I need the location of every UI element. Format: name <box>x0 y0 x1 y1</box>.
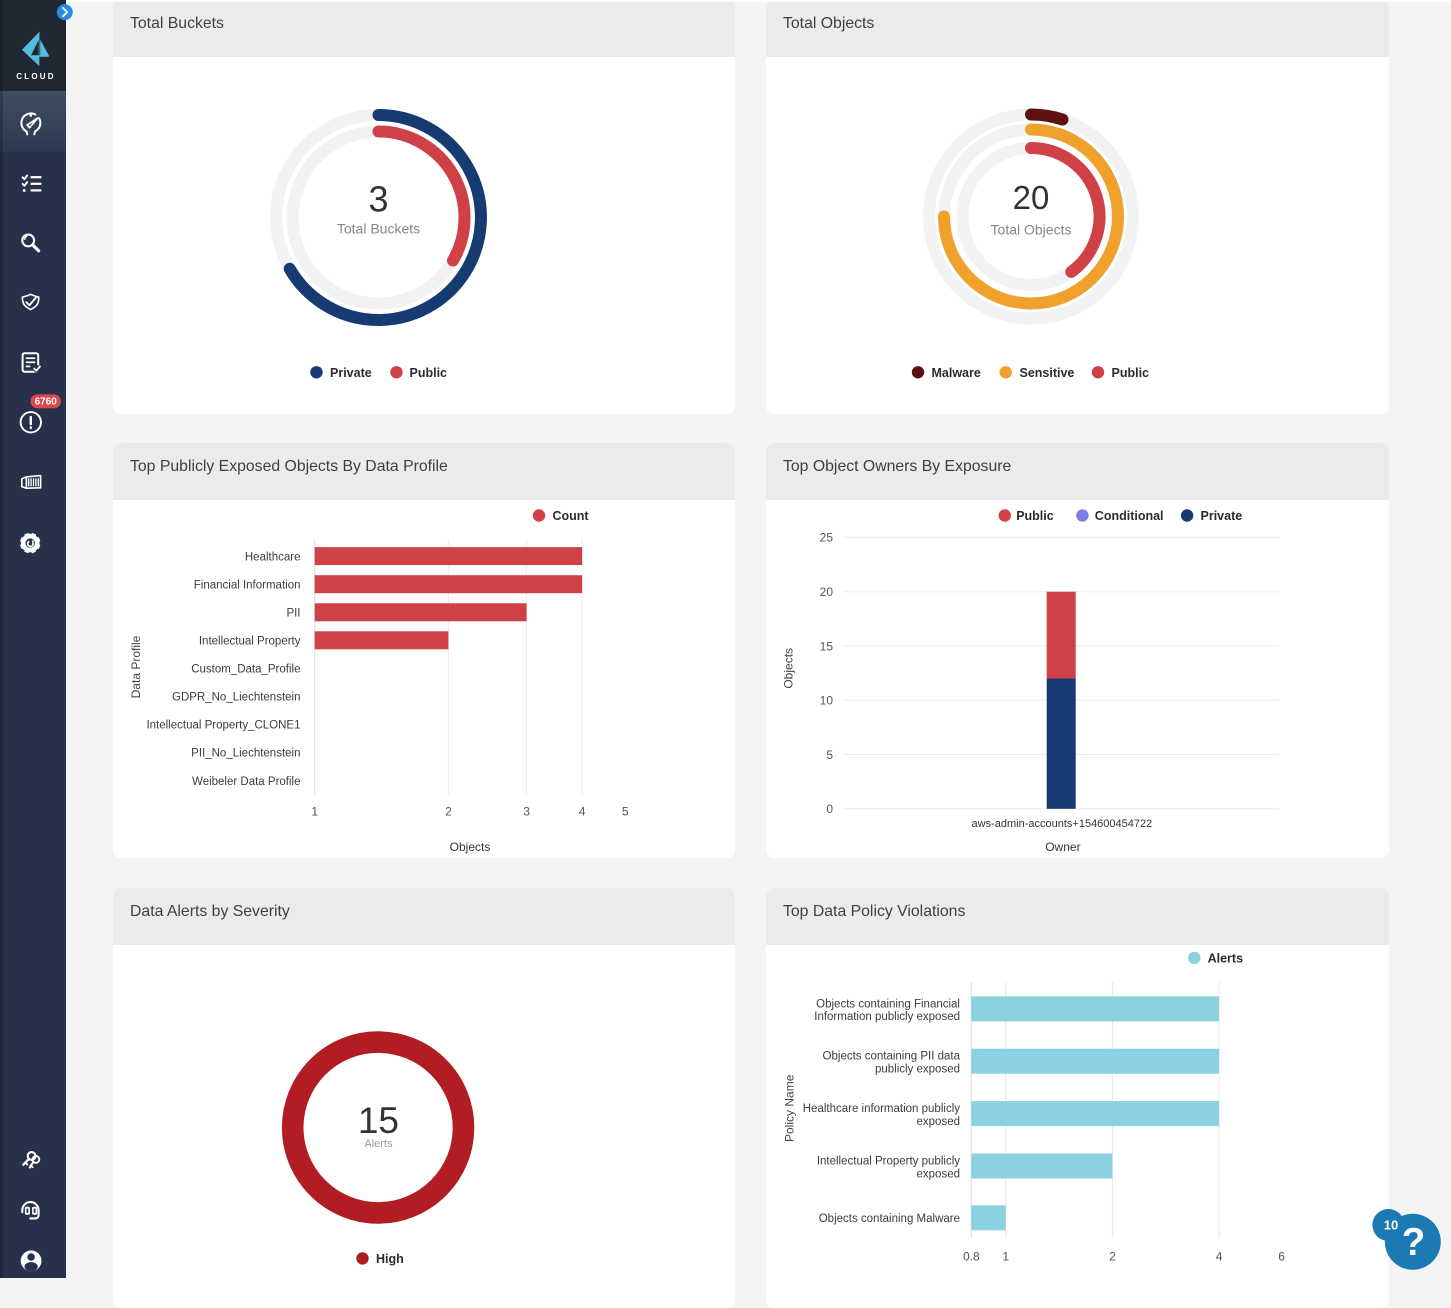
svg-text:15: 15 <box>358 1100 399 1141</box>
svg-text:2: 2 <box>445 804 452 818</box>
svg-text:Owner: Owner <box>1045 840 1080 854</box>
svg-text:1: 1 <box>1002 1249 1009 1263</box>
svg-text:Private: Private <box>330 366 372 380</box>
svg-text:0: 0 <box>826 802 833 816</box>
svg-text:5: 5 <box>622 804 629 818</box>
svg-text:PII: PII <box>286 608 300 620</box>
svg-text:Total Buckets: Total Buckets <box>337 221 420 237</box>
svg-text:4: 4 <box>1216 1249 1223 1263</box>
svg-text:Information publicly exposed: Information publicly exposed <box>814 1011 960 1023</box>
svg-text:Intellectual Property publicly: Intellectual Property publicly <box>817 1156 960 1168</box>
svg-text:Public: Public <box>410 366 448 380</box>
svg-text:5: 5 <box>826 748 833 762</box>
svg-text:Intellectual Property_CLONE1: Intellectual Property_CLONE1 <box>146 720 300 732</box>
svg-text:4: 4 <box>579 804 586 818</box>
svg-text:2: 2 <box>1109 1249 1116 1263</box>
svg-text:PII_No_Liechtenstein: PII_No_Liechtenstein <box>191 748 300 760</box>
svg-text:20: 20 <box>1013 179 1050 216</box>
svg-text:GDPR_No_Liechtenstein: GDPR_No_Liechtenstein <box>172 692 301 704</box>
svg-text:exposed: exposed <box>917 1168 960 1180</box>
svg-text:CLOUD: CLOUD <box>16 72 55 81</box>
svg-text:Weibeler Data Profile: Weibeler Data Profile <box>192 776 300 788</box>
svg-text:Policy Name: Policy Name <box>782 1074 796 1142</box>
svg-text:Custom_Data_Profile: Custom_Data_Profile <box>191 664 300 676</box>
svg-text:3: 3 <box>368 179 388 220</box>
svg-text:Public: Public <box>1112 366 1150 380</box>
svg-text:Total Objects: Total Objects <box>991 221 1072 237</box>
svg-text:Malware: Malware <box>932 366 981 380</box>
svg-text:Public: Public <box>1016 509 1054 523</box>
svg-text:High: High <box>376 1252 404 1266</box>
svg-text:Conditional: Conditional <box>1095 509 1164 523</box>
svg-text:20: 20 <box>820 585 834 599</box>
svg-text:Financial Information: Financial Information <box>194 579 301 591</box>
svg-text:15: 15 <box>820 639 834 653</box>
svg-text:Data Profile: Data Profile <box>129 635 143 698</box>
svg-text:?: ? <box>1402 1221 1426 1264</box>
svg-text:Objects: Objects <box>450 840 491 854</box>
svg-text:Objects containing Malware: Objects containing Malware <box>819 1213 960 1225</box>
svg-text:publicly exposed: publicly exposed <box>875 1064 960 1076</box>
svg-text:25: 25 <box>820 531 834 545</box>
svg-text:exposed: exposed <box>917 1116 960 1128</box>
svg-text:Objects containing Financial: Objects containing Financial <box>816 998 960 1010</box>
svg-text:10: 10 <box>820 694 834 708</box>
svg-text:aws-admin-accounts+15460045472: aws-admin-accounts+154600454722 <box>972 818 1153 830</box>
svg-text:Intellectual Property: Intellectual Property <box>199 636 301 648</box>
svg-text:Sensitive: Sensitive <box>1020 366 1075 380</box>
svg-text:Count: Count <box>553 509 590 523</box>
svg-text:Healthcare information publicl: Healthcare information publicly <box>803 1103 960 1115</box>
svg-text:Objects containing PII data: Objects containing PII data <box>823 1051 961 1063</box>
svg-text:10: 10 <box>1384 1218 1398 1233</box>
svg-text:1: 1 <box>311 804 318 818</box>
svg-text:6760: 6760 <box>35 397 58 408</box>
svg-text:Objects: Objects <box>781 648 795 689</box>
svg-text:Alerts: Alerts <box>364 1138 393 1150</box>
svg-text:0.8: 0.8 <box>963 1249 980 1263</box>
svg-text:Healthcare: Healthcare <box>245 551 301 563</box>
svg-text:Private: Private <box>1201 509 1243 523</box>
svg-text:3: 3 <box>523 804 530 818</box>
svg-text:6: 6 <box>1278 1249 1285 1263</box>
svg-text:Alerts: Alerts <box>1208 951 1243 965</box>
